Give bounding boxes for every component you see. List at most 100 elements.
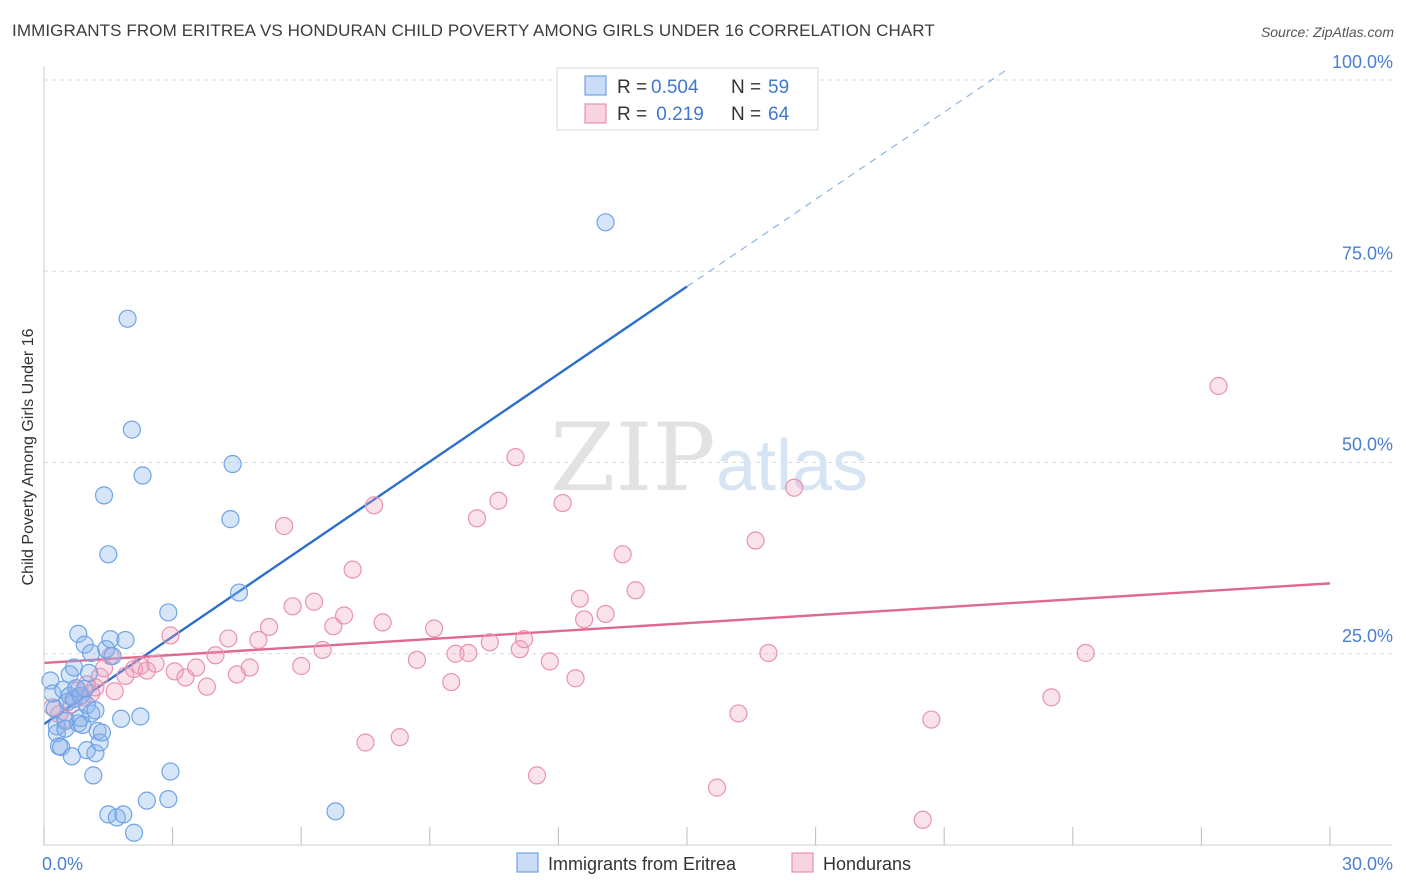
honduran-point-31 (292, 656, 311, 676)
honduran-point-27 (249, 630, 268, 650)
honduran-point-21 (187, 658, 206, 677)
honduran-point-65 (785, 478, 804, 497)
honduran-point-46 (467, 509, 487, 528)
eritrea-point-34 (92, 723, 111, 742)
grid-layer (44, 79, 1392, 655)
eritrea-point-42 (112, 709, 131, 728)
eritrea-point-51 (159, 789, 178, 809)
honduran-point-63 (746, 531, 765, 550)
legend-bottom: Immigrants from Eritrea Hondurans (516, 852, 911, 874)
y-axis-label: Child Poverty Among Girls Under 16 (20, 328, 37, 585)
x-tick-label-min: 0.0% (42, 854, 83, 874)
eritrea-point-28 (82, 643, 101, 663)
legend-top: R = 0.504 N = 59 R = 0.219 N = 64 (556, 67, 819, 131)
trend-layer (43, 68, 1331, 726)
honduran-point-49 (506, 448, 525, 467)
honduran-point-66 (913, 810, 932, 829)
honduran-point-57 (575, 610, 594, 629)
honduran-point-30 (283, 597, 302, 616)
honduran-point-39 (373, 613, 392, 632)
honduran-point-24 (219, 629, 238, 648)
eritrea-point-46 (122, 420, 141, 439)
eritrea-point-47 (124, 823, 144, 842)
honduran-point-50 (510, 640, 529, 659)
honduran-point-12 (105, 682, 124, 701)
eritrea-point-45 (118, 309, 137, 328)
honduran-point-17 (146, 654, 165, 673)
y-tick-label-100: 100.0% (1332, 52, 1393, 72)
eritrea-point-35 (94, 486, 114, 505)
eritrea-point-53 (161, 762, 180, 781)
legend-n-label-blue: N = (731, 77, 761, 98)
honduran-point-51 (515, 630, 534, 649)
eritrea-point-55 (223, 454, 242, 474)
eritrea-point-26 (79, 663, 99, 682)
honduran-point-44 (446, 644, 465, 663)
honduran-point-48 (489, 491, 508, 510)
honduran-point-59 (613, 545, 632, 564)
eritrea-point-54 (221, 510, 240, 529)
legend-bottom-label-pink: Hondurans (823, 854, 911, 874)
eritrea-point-39 (103, 646, 122, 666)
eritrea-point-36 (97, 640, 116, 659)
honduran-point-53 (540, 652, 559, 671)
watermark-atlas: atlas (716, 426, 868, 506)
axis-layer: 25.0% 50.0% 75.0% 100.0% 0.0% 30.0% (42, 52, 1393, 874)
legend-r-label-blue: R = (617, 77, 647, 98)
honduran-point-35 (334, 606, 354, 625)
source-label: Source: ZipAtlas.com (1260, 24, 1394, 40)
y-tick-label-25: 25.0% (1342, 626, 1393, 646)
honduran-point-22 (197, 677, 216, 696)
legend-bottom-swatch-blue (516, 852, 539, 873)
honduran-point-36 (343, 560, 362, 579)
honduran-point-28 (259, 617, 279, 637)
legend-n-value-blue: 59 (768, 77, 789, 98)
honduran-point-19 (165, 662, 184, 681)
honduran-point-54 (553, 493, 572, 513)
honduran-point-9 (90, 667, 109, 686)
honduran-point-38 (364, 496, 384, 515)
honduran-point-32 (304, 592, 324, 611)
eritrea-point-58 (596, 213, 615, 232)
honduran-point-47 (480, 633, 499, 652)
chart-title: IMMIGRANTS FROM ERITREA VS HONDURAN CHIL… (12, 21, 935, 40)
eritrea-point-56 (229, 583, 249, 602)
honduran-point-34 (324, 617, 343, 636)
eritrea-point-31 (86, 701, 105, 720)
honduran-point-40 (390, 728, 409, 747)
points-layer (41, 213, 1228, 842)
eritrea-point-29 (84, 766, 103, 785)
eritrea-point-48 (131, 707, 150, 726)
eritrea-point-49 (133, 466, 152, 485)
legend-r-label-pink: R = (617, 104, 647, 125)
eritrea-point-44 (116, 630, 135, 650)
trendline-hondurans (43, 582, 1331, 665)
x-tick-label-max: 30.0% (1342, 854, 1393, 874)
eritrea-point-30 (86, 744, 105, 763)
honduran-point-70 (1209, 376, 1228, 396)
honduran-point-64 (759, 643, 778, 663)
eritrea-point-57 (326, 802, 345, 821)
legend-n-value-pink: 64 (768, 104, 790, 125)
honduran-point-58 (596, 604, 615, 624)
honduran-point-52 (527, 766, 547, 785)
watermark-zip: ZIP (550, 404, 716, 513)
honduran-point-68 (1042, 688, 1061, 707)
honduran-point-29 (274, 516, 294, 536)
legend-bottom-swatch-pink (791, 852, 814, 873)
eritrea-point-23 (75, 679, 94, 699)
legend-r-value-pink: 0.219 (651, 104, 704, 125)
honduran-point-26 (240, 658, 259, 677)
honduran-point-37 (356, 733, 375, 752)
honduran-point-62 (729, 704, 748, 723)
honduran-point-56 (570, 589, 589, 608)
honduran-point-60 (626, 581, 645, 600)
honduran-point-43 (442, 672, 461, 692)
legend-box (556, 67, 819, 131)
honduran-point-18 (161, 626, 180, 645)
legend-n-label-pink: N = (731, 104, 761, 125)
eritrea-point-24 (77, 695, 96, 715)
honduran-point-55 (566, 669, 585, 688)
honduran-point-41 (407, 650, 427, 669)
y-tick-label-75: 75.0% (1342, 243, 1393, 263)
